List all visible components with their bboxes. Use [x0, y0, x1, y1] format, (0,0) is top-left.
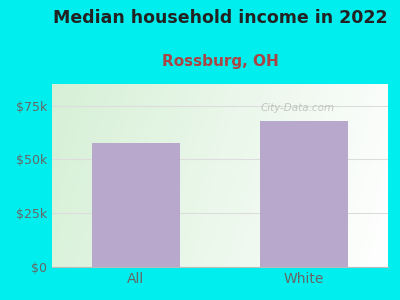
- Text: City-Data.com: City-Data.com: [260, 103, 334, 113]
- Bar: [92, 143, 180, 267]
- Text: Median household income in 2022: Median household income in 2022: [53, 9, 387, 27]
- Text: Rossburg, OH: Rossburg, OH: [162, 54, 278, 69]
- Bar: [260, 121, 348, 267]
